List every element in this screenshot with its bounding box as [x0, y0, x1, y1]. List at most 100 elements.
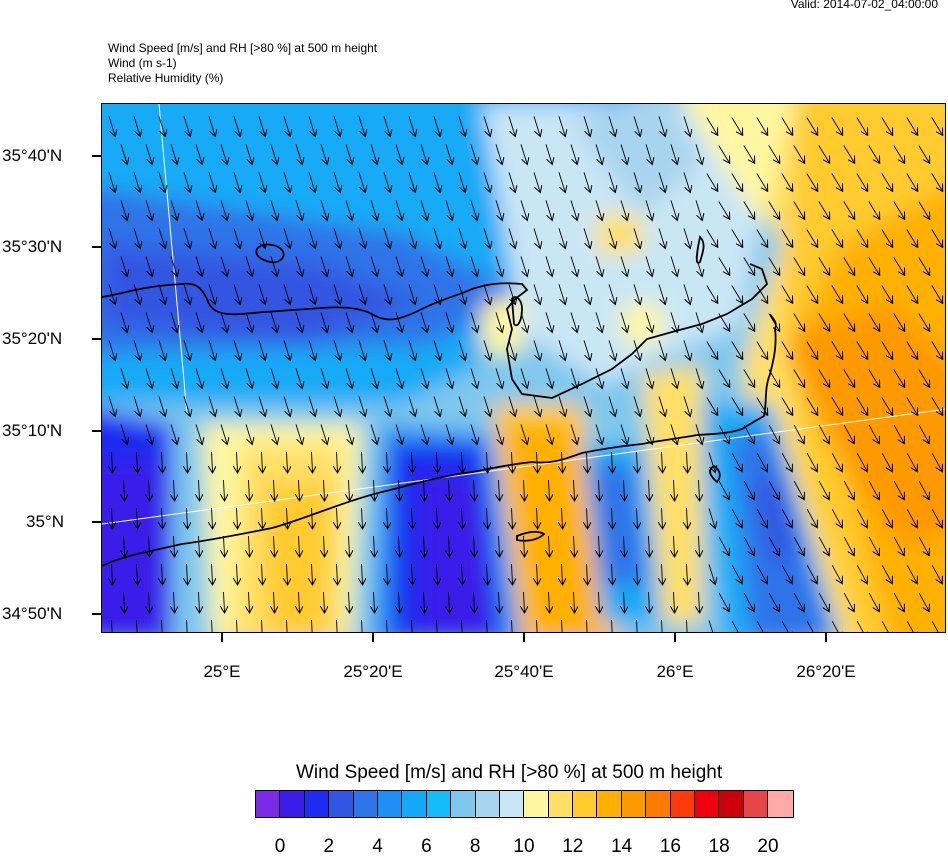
wind-arrow	[336, 619, 338, 632]
wind-arrow	[133, 116, 140, 135]
wind-arrow	[124, 535, 125, 556]
wind-arrow	[145, 312, 152, 331]
wind-arrow	[658, 284, 665, 303]
wind-arrow	[743, 536, 754, 555]
wind-arrow	[562, 507, 563, 528]
wind-arrow	[695, 256, 702, 275]
wind-arrow	[220, 424, 227, 443]
wind-arrow	[768, 592, 779, 611]
wind-arrow	[495, 424, 502, 443]
wind-arrow	[136, 619, 138, 632]
wind-arrow	[731, 397, 742, 415]
graticule	[102, 104, 945, 525]
wind-arrow	[383, 340, 390, 359]
wind-arrow	[383, 116, 390, 135]
colorbar-label: 0	[274, 836, 286, 857]
wind-arrow	[145, 424, 152, 443]
wind-arrow	[345, 424, 352, 443]
wind-arrow	[586, 619, 588, 632]
wind-arrow	[708, 508, 715, 527]
lon-tick	[674, 633, 676, 642]
wind-arrow	[270, 424, 277, 443]
wind-arrow	[831, 508, 842, 527]
lat-label-35-20n: 35°20'N	[2, 329, 63, 348]
wind-arrow	[383, 228, 390, 247]
wind-arrow	[683, 172, 690, 191]
wind-arrow	[387, 507, 388, 528]
wind-arrow	[199, 479, 200, 500]
wind-arrow	[120, 200, 127, 219]
wind-arrow	[408, 284, 415, 303]
wind-arrow	[570, 256, 577, 275]
wind-arrow	[420, 424, 427, 443]
wind-arrow	[161, 619, 163, 632]
wind-arrow	[731, 285, 742, 303]
wind-arrow	[370, 424, 377, 443]
wind-arrow	[831, 285, 842, 303]
wind-arrow	[208, 340, 215, 359]
wind-arrow	[893, 480, 904, 499]
wind-arrow	[831, 564, 842, 583]
wind-arrow	[195, 424, 202, 443]
wind-arrow	[520, 144, 527, 163]
wind-arrow	[236, 619, 238, 632]
wind-arrow	[433, 284, 440, 303]
wind-arrow	[233, 116, 240, 135]
wind-arrow	[333, 116, 340, 135]
wind-arrow	[670, 144, 677, 163]
wind-arrow	[499, 479, 500, 500]
wind-arrow	[245, 424, 252, 443]
wind-arrow	[768, 424, 779, 443]
wind-arrow	[320, 368, 327, 387]
wind-arrow	[233, 228, 240, 247]
wind-arrow	[245, 200, 252, 219]
wind-arrow	[595, 368, 602, 387]
lat-label-35n: 35°N	[26, 512, 64, 531]
wind-arrow	[818, 313, 829, 331]
wind-arrow	[587, 563, 588, 584]
wind-arrow	[308, 396, 315, 415]
wind-arrow	[311, 619, 313, 632]
wind-arrow	[149, 591, 150, 612]
wind-arrow	[743, 424, 754, 443]
wind-arrow	[270, 200, 277, 219]
lon-label-26e: 26°E	[656, 662, 694, 681]
lat-label-35-10n: 35°10'N	[2, 421, 63, 440]
wind-arrow	[283, 116, 290, 135]
wind-arrow	[558, 228, 565, 247]
wind-arrow	[420, 368, 427, 387]
wind-arrow	[843, 313, 854, 331]
wind-arrow	[195, 368, 202, 387]
wind-arrow	[881, 117, 892, 135]
wind-arrow	[537, 451, 538, 472]
wind-arrow	[893, 369, 904, 387]
wind-arrow	[695, 424, 702, 443]
wind-arrow	[112, 507, 113, 528]
wind-arrow	[645, 144, 652, 163]
wind-arrow	[893, 592, 904, 611]
wind-arrow	[270, 144, 277, 163]
wind-arrow	[374, 535, 375, 556]
wind-arrow	[245, 312, 252, 331]
colorbar-swatch	[597, 791, 622, 817]
lon-tick	[825, 633, 827, 642]
wind-arrow	[224, 535, 225, 556]
wind-arrow	[470, 144, 477, 163]
wind-arrow	[893, 145, 904, 163]
wind-arrow	[683, 396, 690, 415]
wind-arrow	[408, 340, 415, 359]
wind-arrow	[274, 535, 275, 556]
wind-arrow	[483, 340, 490, 359]
wind-arrow	[220, 256, 227, 275]
lon-tick	[221, 633, 223, 642]
wind-arrow	[743, 257, 754, 275]
wind-arrow	[624, 479, 625, 500]
wind-arrow	[611, 619, 613, 632]
wind-arrow	[608, 284, 615, 303]
wind-arrow	[299, 535, 300, 556]
colorbar-swatch	[426, 791, 452, 817]
wind-arrow	[881, 397, 892, 415]
wind-arrow	[433, 340, 440, 359]
wind-arrow	[931, 229, 942, 247]
wind-arrow	[445, 368, 452, 387]
